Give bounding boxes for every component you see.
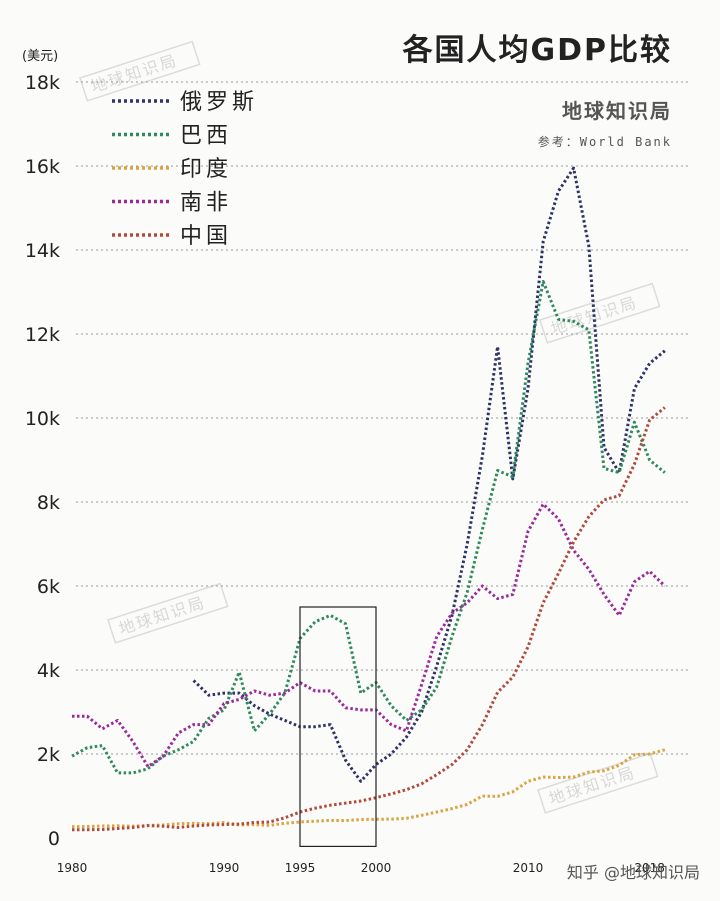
y-tick-label: 18k bbox=[25, 72, 60, 94]
legend-label: 印度 bbox=[180, 157, 232, 182]
legend-label: 俄罗斯 bbox=[180, 90, 258, 115]
series-line-巴西 bbox=[71, 280, 666, 775]
y-axis-ticks: 0 2k 4k 6k 8k 10k 12k 14k 16k 18k bbox=[25, 72, 60, 850]
highlight-box-layer bbox=[299, 606, 377, 847]
series-line-俄罗斯 bbox=[192, 166, 666, 783]
watermark-bottom-right: 地球知识局 bbox=[537, 752, 659, 814]
series-line-中国 bbox=[71, 406, 666, 832]
watermark-mid-left: 地球知识局 bbox=[107, 582, 229, 644]
y-tick-label: 10k bbox=[25, 408, 60, 430]
watermark-text-mid-left: 地球知识局 bbox=[117, 593, 208, 639]
y-tick-label: 12k bbox=[25, 324, 60, 346]
y-axis-unit: (美元) bbox=[22, 49, 58, 64]
highlight-box bbox=[299, 606, 377, 847]
legend-label: 中国 bbox=[180, 224, 232, 249]
brand-label: 地球知识局 bbox=[562, 99, 672, 123]
chart-title: 各国人均GDP比较 bbox=[401, 33, 672, 68]
y-tick-label: 8k bbox=[37, 492, 60, 514]
source-label: 参考：World Bank bbox=[538, 134, 672, 149]
y-tick-label: 2k bbox=[37, 744, 60, 766]
series-lines bbox=[71, 166, 666, 832]
x-tick-label: 1980 bbox=[57, 861, 88, 875]
watermark-text-top: 地球知识局 bbox=[89, 51, 180, 97]
y-tick-label: 0 bbox=[48, 828, 60, 850]
watermark-text-bottom-right: 地球知识局 bbox=[547, 763, 638, 809]
series-line-印度 bbox=[71, 748, 666, 829]
series-line-南非 bbox=[72, 502, 666, 769]
x-tick-label: 2018 bbox=[634, 861, 665, 875]
x-axis-ticks: 1980 1990 1995 2000 2010 2018 bbox=[57, 861, 665, 875]
legend-label: 巴西 bbox=[180, 124, 232, 149]
y-tick-label: 6k bbox=[37, 576, 60, 598]
y-tick-label: 4k bbox=[37, 660, 60, 682]
x-tick-label: 1990 bbox=[209, 861, 240, 875]
x-tick-label: 2000 bbox=[361, 861, 392, 875]
legend-label: 南非 bbox=[180, 191, 232, 216]
x-tick-label: 1995 bbox=[285, 861, 316, 875]
y-tick-label: 16k bbox=[25, 156, 60, 178]
x-tick-label: 2010 bbox=[513, 861, 544, 875]
y-tick-label: 14k bbox=[25, 240, 60, 262]
footer-watermark: 知乎 @地球知识局 bbox=[567, 863, 700, 882]
